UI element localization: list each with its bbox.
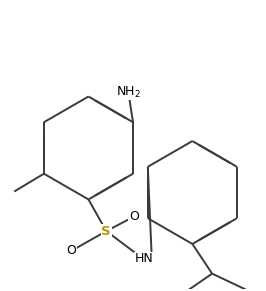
Text: O: O (129, 210, 139, 223)
Text: NH$_2$: NH$_2$ (116, 85, 140, 100)
Text: S: S (101, 225, 111, 237)
Text: O: O (67, 244, 77, 257)
Text: HN: HN (135, 252, 153, 265)
